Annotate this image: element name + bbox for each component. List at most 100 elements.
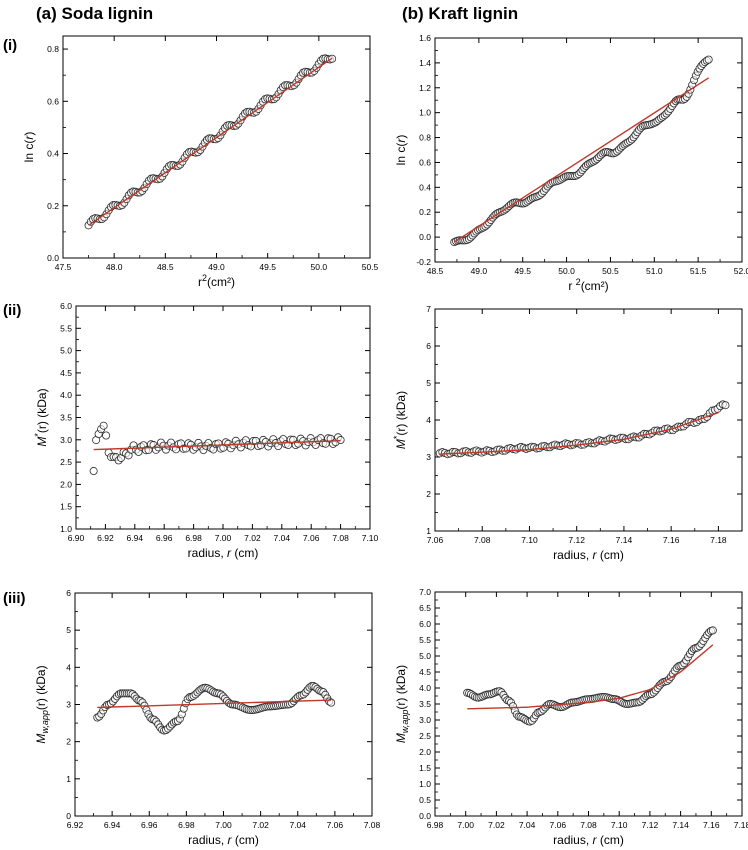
y-tick-label: 1	[426, 526, 431, 536]
x-tick-label: 7.14	[672, 820, 689, 830]
y-tick-label: 0.0	[419, 232, 431, 242]
y-tick-label: 5.0	[419, 651, 431, 661]
fit-line	[97, 699, 332, 709]
y-tick-label: 1.5	[419, 763, 431, 773]
y-tick-label: 3.0	[60, 435, 72, 445]
column-title-b: (b) Kraft lignin	[402, 4, 518, 23]
y-tick-label: 1.0	[60, 524, 72, 534]
panels-group: 47.5 48.0 48.5 49.0 49.5 50.0 50.50.00.20.40.6…	[22, 33, 748, 847]
data-point	[336, 436, 345, 445]
fit-line	[439, 411, 719, 455]
x-tick-label: 49.0	[471, 266, 488, 276]
x-tick-label: 7.08	[474, 535, 491, 545]
y-tick-label: 4.5	[419, 667, 431, 677]
x-tick-label: 7.18	[734, 820, 748, 830]
plot-frame	[62, 35, 371, 259]
y-tick-label: 0	[66, 811, 71, 821]
y-tick-label: -0.2	[416, 257, 431, 267]
y-axis-label: M*(r) (kDa)	[392, 391, 408, 449]
fit-series	[453, 77, 710, 243]
x-tick-label: 7.06	[550, 820, 567, 830]
column-title-a: (a) Soda lignin	[36, 4, 153, 23]
x-tick-label: 51.0	[646, 266, 663, 276]
y-tick-label: 2.0	[419, 747, 431, 757]
x-tick-label: 51.5	[690, 266, 707, 276]
x-tick-label: 6.96	[141, 820, 158, 830]
fit-series	[93, 439, 341, 451]
y-tick-label: 0.5	[419, 795, 431, 805]
data-point	[89, 467, 98, 476]
x-axis-label: radius, r (cm)	[553, 833, 624, 847]
y-tick-label: 0.8	[47, 44, 59, 54]
panel-a-iii: 6.92 6.94 6.96 6.98 7.00 7.02 7.04 7.06 7.08 0 1 2 3…	[34, 588, 381, 847]
y-tick-label: 5	[66, 625, 71, 635]
x-axis-label: r2(cm²)	[198, 273, 235, 289]
x-tick-label: 7.04	[274, 533, 291, 543]
y-tick-label: 6.0	[60, 301, 72, 311]
y-tick-label: 0.8	[419, 133, 431, 143]
y-tick-label: 3	[426, 452, 431, 462]
x-axis-label: r 2(cm²)	[568, 277, 608, 293]
row-label-i: (i)	[3, 37, 17, 54]
x-axis-label: radius, r (cm)	[553, 548, 624, 562]
marker-series	[435, 400, 730, 459]
fit-line	[467, 644, 714, 710]
fit-series	[439, 411, 719, 455]
x-tick-label: 7.08	[364, 820, 381, 830]
y-tick-label: 0.2	[47, 201, 59, 211]
x-tick-label: 6.98	[178, 820, 195, 830]
y-tick-label: 1.6	[419, 33, 431, 43]
data-point	[704, 55, 713, 64]
x-tick-label: 49.5	[514, 266, 531, 276]
x-tick-label: 48.0	[106, 262, 123, 272]
x-tick-label: 7.02	[488, 820, 505, 830]
x-axis-label: radius, r (cm)	[188, 833, 259, 847]
y-tick-label: 3	[66, 700, 71, 710]
panel-b-iii: 6.98 7.00 7.02 7.04 7.06 7.08 7.10 7.12 7.14 7.16…	[394, 587, 748, 847]
y-tick-label: 2.0	[60, 479, 72, 489]
y-tick-label: 0.6	[47, 96, 59, 106]
x-tick-label: 50.5	[362, 262, 379, 272]
x-tick-label: 7.16	[663, 535, 680, 545]
x-tick-label: 7.10	[362, 533, 379, 543]
y-tick-label: 1.0	[419, 779, 431, 789]
y-tick-label: 3.5	[60, 413, 72, 423]
y-tick-label: 2.5	[419, 731, 431, 741]
x-tick-label: 6.98	[427, 820, 444, 830]
row-label-ii: (ii)	[3, 302, 21, 319]
y-tick-label: 6	[426, 341, 431, 351]
y-tick-label: 5.0	[60, 346, 72, 356]
x-tick-label: 47.5	[55, 262, 72, 272]
marker-series	[450, 55, 713, 247]
y-tick-label: 0.4	[419, 182, 431, 192]
fit-line	[93, 439, 341, 451]
x-tick-label: 48.5	[427, 266, 444, 276]
y-axis-label: M*(r) (kDa)	[33, 388, 49, 446]
y-tick-label: 4.5	[60, 368, 72, 378]
x-tick-label: 7.00	[457, 820, 474, 830]
x-tick-label: 7.08	[332, 533, 349, 543]
x-tick-label: 49.0	[208, 262, 225, 272]
x-tick-label: 7.06	[327, 820, 344, 830]
x-tick-label: 7.10	[611, 820, 628, 830]
y-tick-label: 4.0	[419, 683, 431, 693]
x-tick-label: 50.0	[558, 266, 575, 276]
marker-series	[463, 626, 717, 726]
y-tick-label: 5	[426, 378, 431, 388]
x-tick-label: 7.12	[568, 535, 585, 545]
y-tick-label: 1.5	[60, 502, 72, 512]
x-tick-label: 7.00	[215, 820, 232, 830]
x-tick-label: 7.10	[521, 535, 538, 545]
y-tick-label: 2	[426, 489, 431, 499]
marker-series	[84, 54, 337, 230]
y-tick-label: 2.5	[60, 457, 72, 467]
data-point	[99, 421, 108, 430]
marker-series	[93, 682, 336, 735]
y-axis-label: ln c(r)	[22, 132, 36, 163]
x-tick-label: 6.92	[67, 820, 84, 830]
y-tick-label: 0.2	[419, 207, 431, 217]
y-tick-label: 7.0	[419, 587, 431, 597]
x-tick-label: 6.92	[97, 533, 114, 543]
x-tick-label: 7.04	[519, 820, 536, 830]
